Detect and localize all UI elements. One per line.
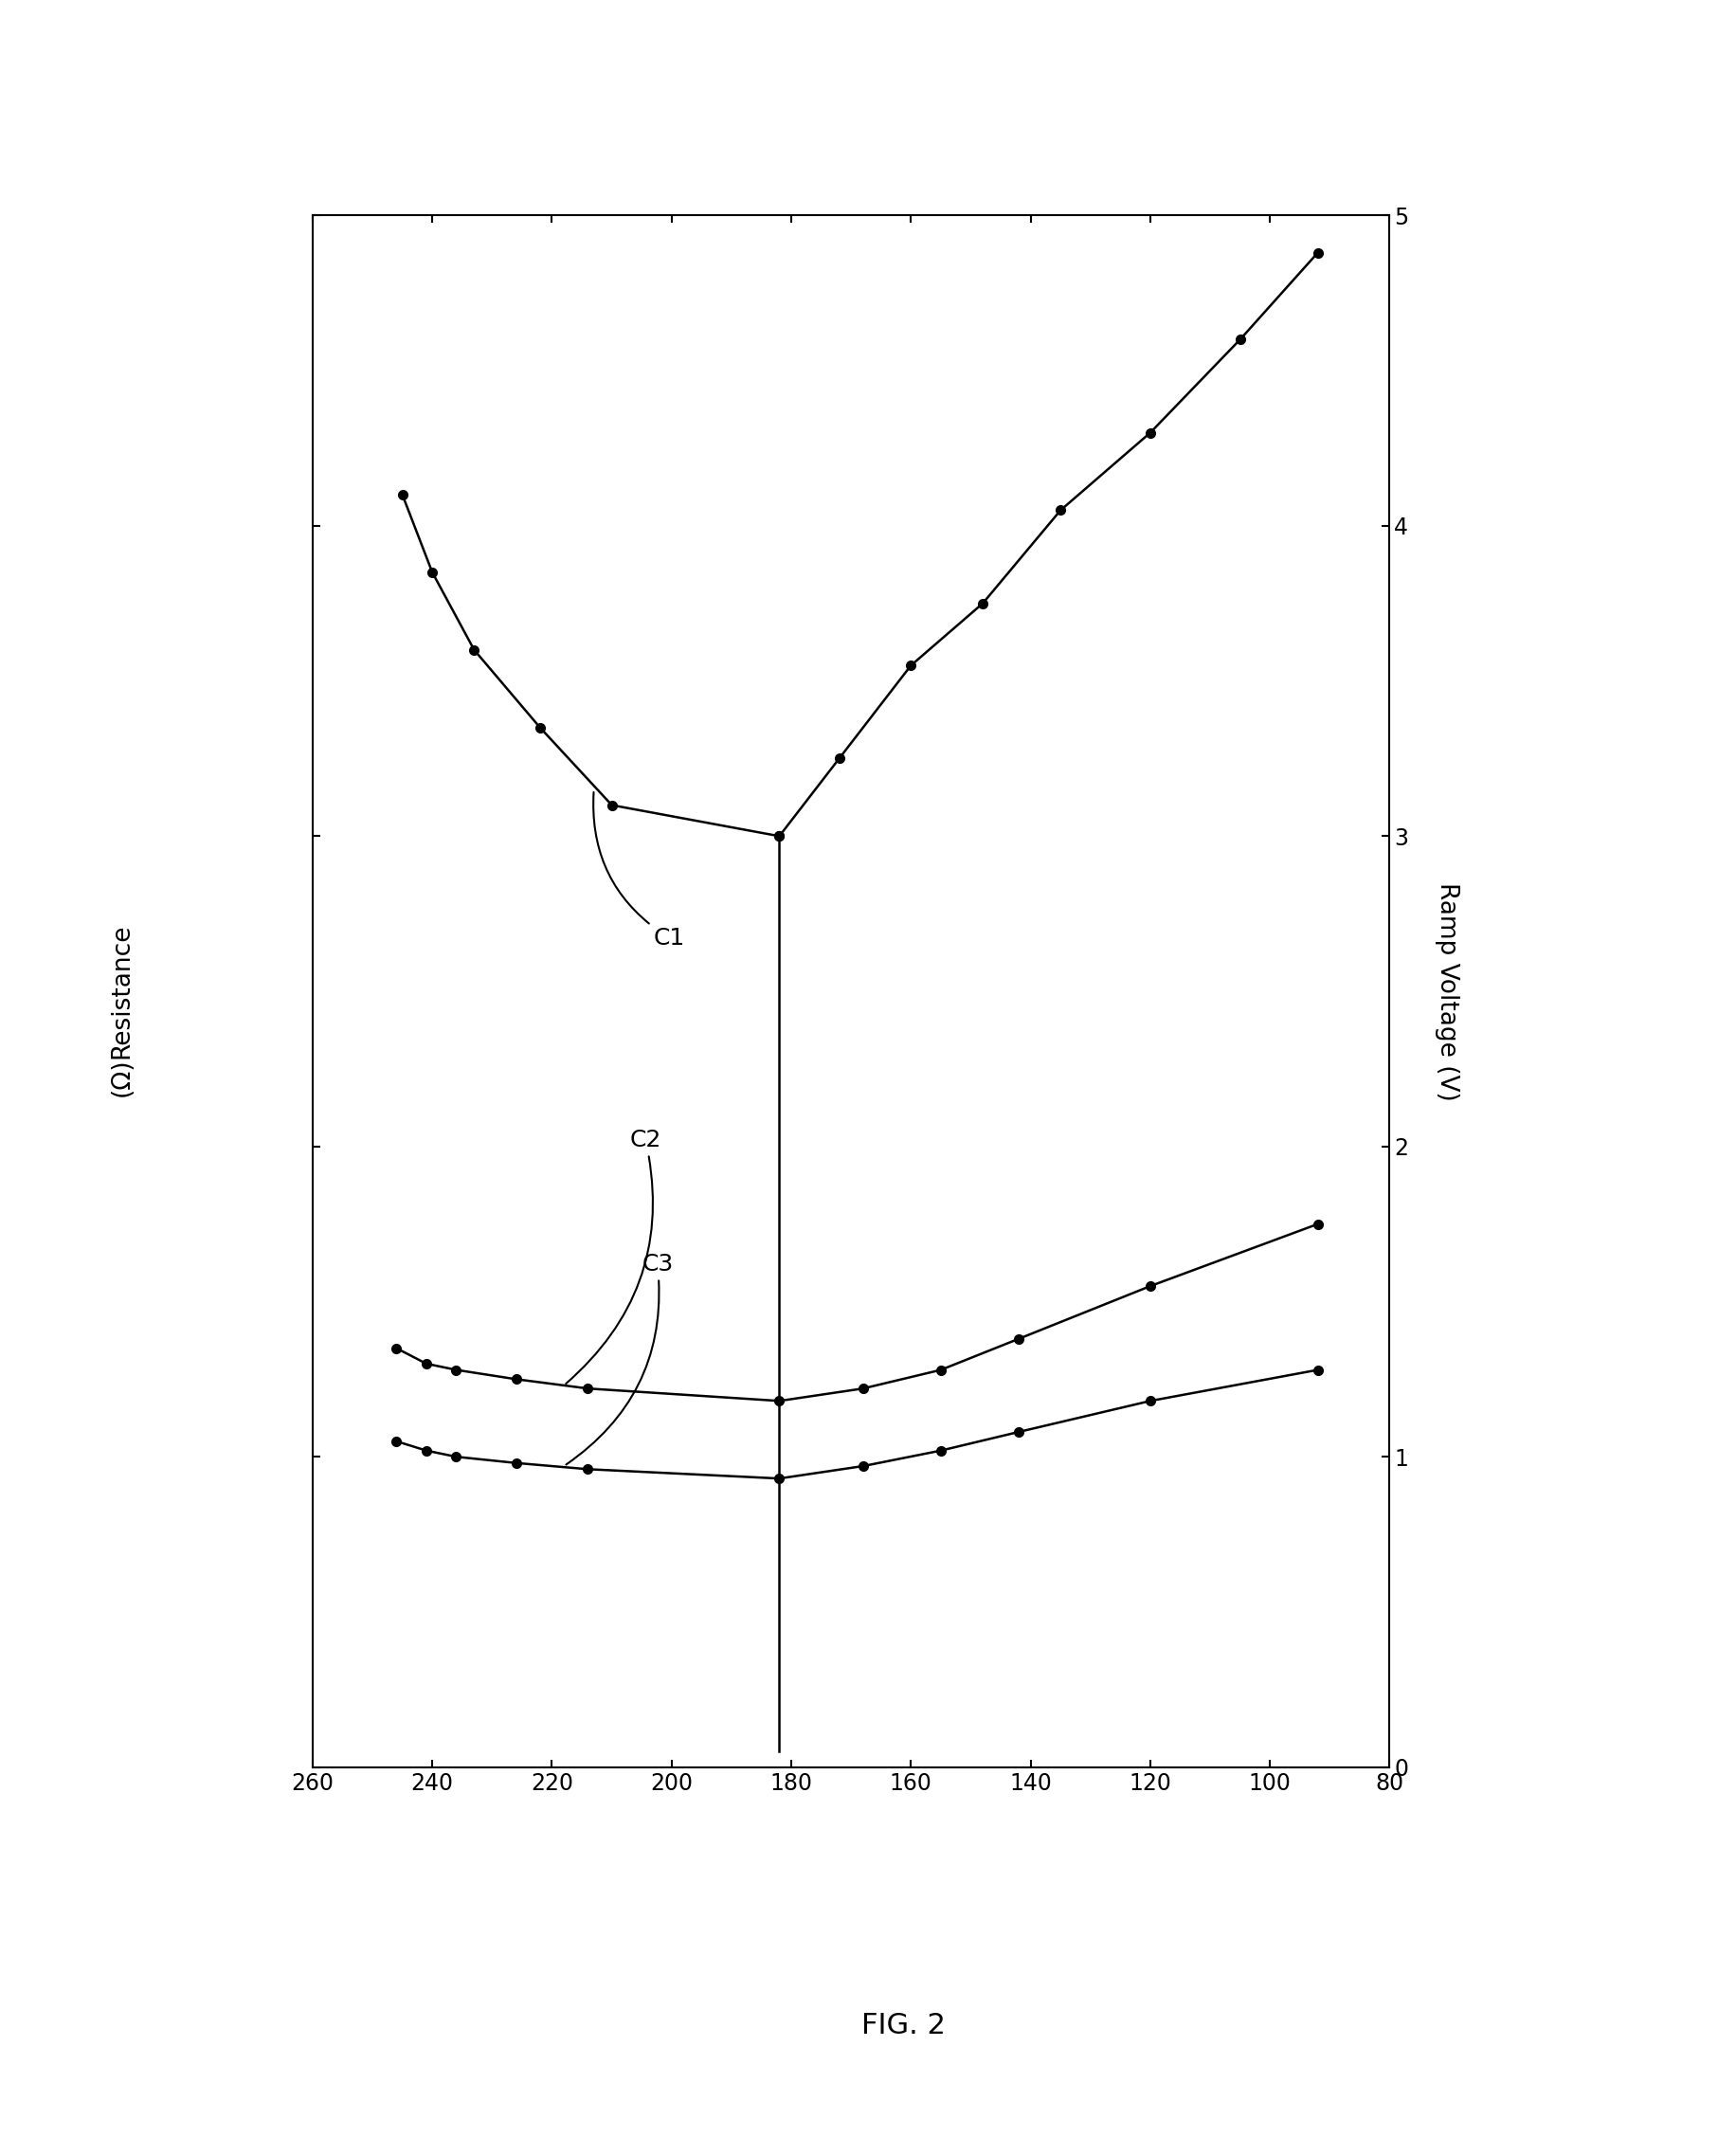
Text: C2: C2 (566, 1129, 661, 1384)
Text: C3: C3 (566, 1252, 674, 1465)
Text: Resistance: Resistance (109, 924, 134, 1058)
Y-axis label: Ramp Voltage (V): Ramp Voltage (V) (1434, 881, 1458, 1101)
Text: FIG. 2: FIG. 2 (861, 2013, 944, 2039)
Text: C1: C1 (594, 793, 684, 950)
Text: (Ω): (Ω) (109, 1058, 134, 1097)
